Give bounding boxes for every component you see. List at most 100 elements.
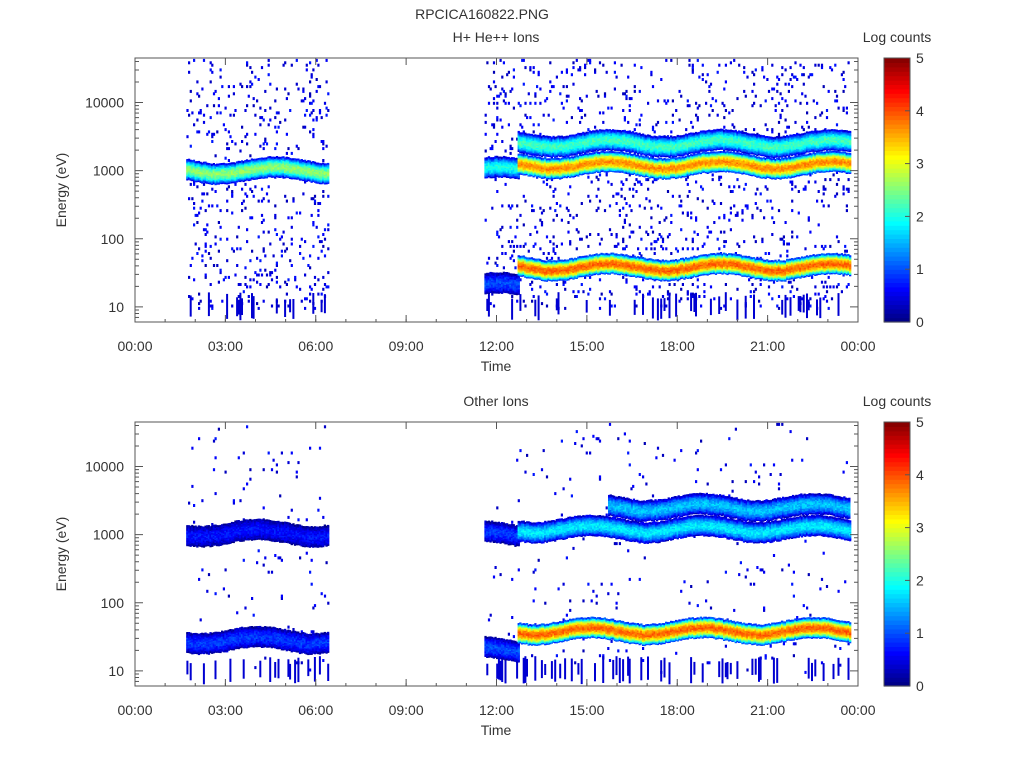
scatter-cell xyxy=(218,221,220,224)
scatter-cell xyxy=(196,252,198,255)
scatter-cell xyxy=(803,83,805,86)
scatter-cell xyxy=(639,90,641,93)
scatter-cell xyxy=(226,142,228,145)
scatter-cell xyxy=(796,78,798,81)
scatter-cell xyxy=(236,264,238,267)
scatter-cell xyxy=(284,119,286,122)
spike-cell xyxy=(519,294,521,311)
scatter-cell xyxy=(629,223,631,226)
scatter-cell xyxy=(669,283,671,286)
spike-cell xyxy=(808,300,810,311)
scatter-cell xyxy=(221,85,223,88)
scatter-cell xyxy=(193,123,195,126)
scatter-cell xyxy=(791,235,793,238)
scatter-cell xyxy=(736,178,738,181)
scatter-cell xyxy=(263,119,265,122)
scatter-cell xyxy=(665,247,667,250)
scatter-cell xyxy=(294,276,296,279)
scatter-cell xyxy=(259,123,261,126)
scatter-cell xyxy=(533,295,535,298)
spike-cell xyxy=(710,299,712,315)
scatter-cell xyxy=(231,190,233,193)
scatter-cell xyxy=(276,130,278,133)
scatter-cell xyxy=(826,285,828,288)
scatter-cell xyxy=(788,243,790,246)
scatter-cell xyxy=(604,209,606,212)
scatter-cell xyxy=(536,231,538,234)
scatter-cell xyxy=(258,274,260,277)
scatter-cell xyxy=(526,116,528,119)
scatter-cell xyxy=(276,262,278,265)
scatter-cell xyxy=(680,288,682,291)
scatter-cell xyxy=(771,216,773,219)
scatter-cell xyxy=(741,209,743,212)
scatter-cell xyxy=(736,97,738,100)
scatter-cell xyxy=(645,197,647,200)
scatter-cell xyxy=(216,204,218,207)
scatter-cell xyxy=(778,295,780,298)
spike-cell xyxy=(725,292,727,311)
scatter-cell xyxy=(196,80,198,83)
scatter-cell xyxy=(206,231,208,234)
scatter-cell xyxy=(693,231,695,234)
scatter-cell xyxy=(718,64,720,67)
scatter-cell xyxy=(687,195,689,198)
scatter-cell xyxy=(814,245,816,248)
scatter-cell xyxy=(306,64,308,67)
scatter-cell xyxy=(836,235,838,238)
scatter-cell xyxy=(276,276,278,279)
scatter-cell xyxy=(624,219,626,222)
scatter-cell xyxy=(251,250,253,253)
scatter-cell xyxy=(723,104,725,107)
scatter-cell xyxy=(251,190,253,193)
scatter-cell xyxy=(844,245,846,248)
scatter-cell xyxy=(836,183,838,186)
scatter-cell xyxy=(188,197,190,200)
scatter-cell xyxy=(496,264,498,267)
scatter-cell xyxy=(597,233,599,236)
scatter-cell xyxy=(246,133,248,136)
scatter-cell xyxy=(652,126,654,129)
scatter-cell xyxy=(326,59,328,62)
scatter-cell xyxy=(622,238,624,241)
scatter-cell xyxy=(249,285,251,288)
scatter-cell xyxy=(738,185,740,188)
scatter-cell xyxy=(828,204,830,207)
scatter-cell xyxy=(513,76,515,79)
scatter-cell xyxy=(823,204,825,207)
scatter-cell xyxy=(549,207,551,210)
scatter-cell xyxy=(553,243,555,246)
scatter-cell xyxy=(286,200,288,203)
scatter-cell xyxy=(738,64,740,67)
scatter-cell xyxy=(253,97,255,100)
scatter-cell xyxy=(836,192,838,195)
scatter-cell xyxy=(848,188,850,191)
scatter-cell xyxy=(306,68,308,71)
spike-cell xyxy=(321,300,323,312)
scatter-cell xyxy=(211,188,213,191)
scatter-cell xyxy=(572,66,574,69)
scatter-cell xyxy=(808,126,810,129)
scatter-cell xyxy=(321,293,323,296)
scatter-cell xyxy=(297,88,299,91)
scatter-cell xyxy=(291,264,293,267)
scatter-cell xyxy=(322,147,324,150)
scatter-cell xyxy=(225,128,227,131)
scatter-cell xyxy=(718,247,720,250)
scatter-cell xyxy=(493,61,495,64)
scatter-cell xyxy=(589,59,591,62)
scatter-cell xyxy=(581,202,583,205)
scatter-cell xyxy=(514,235,516,238)
scatter-cell xyxy=(647,102,649,105)
scatter-cell xyxy=(278,111,280,114)
scatter-cell xyxy=(637,247,639,250)
scatter-cell xyxy=(692,126,694,129)
scatter-cell xyxy=(263,300,265,303)
scatter-cell xyxy=(567,221,569,224)
scatter-cell xyxy=(848,61,850,64)
scatter-cell xyxy=(756,207,758,210)
scatter-cell xyxy=(657,121,659,124)
scatter-cell xyxy=(312,109,314,112)
scatter-cell xyxy=(632,195,634,198)
scatter-cell xyxy=(725,109,727,112)
